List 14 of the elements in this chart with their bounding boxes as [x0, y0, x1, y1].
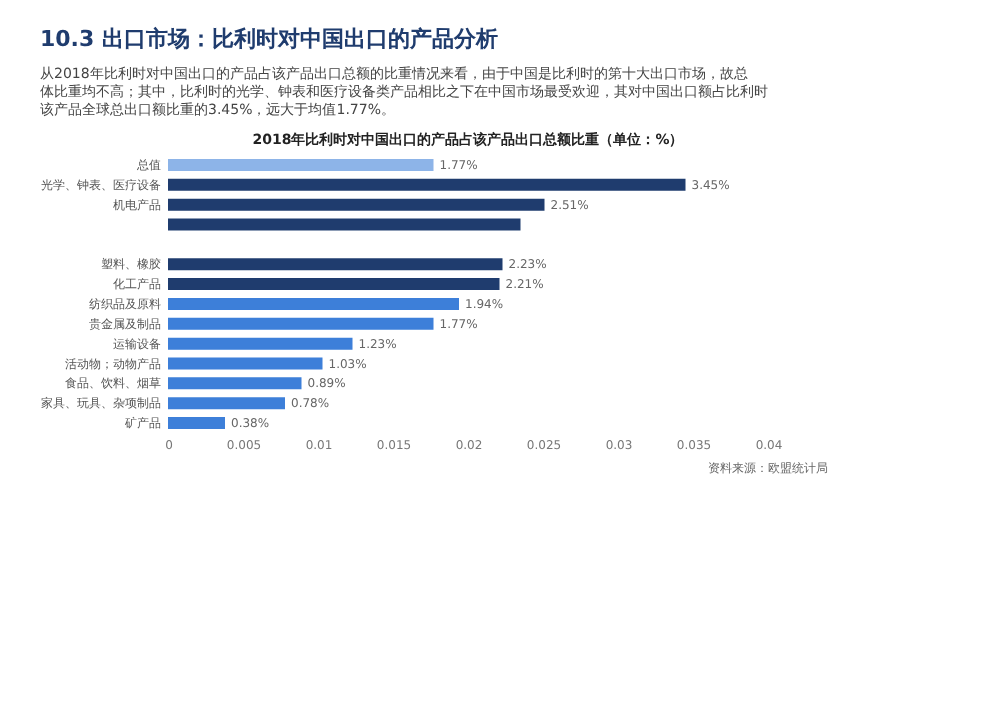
bar [168, 417, 225, 430]
bar [168, 198, 545, 211]
bar [168, 317, 434, 330]
text: 10.3 出口市场：比利时对中国出口的产品分析 [40, 26, 498, 52]
bar [168, 397, 285, 410]
bar [168, 158, 434, 171]
bar [168, 178, 686, 191]
bar [168, 278, 500, 291]
bar [168, 377, 302, 390]
bar [168, 297, 459, 310]
bar [168, 357, 323, 370]
bar [168, 258, 503, 271]
bar [168, 218, 521, 231]
bar [168, 337, 353, 350]
